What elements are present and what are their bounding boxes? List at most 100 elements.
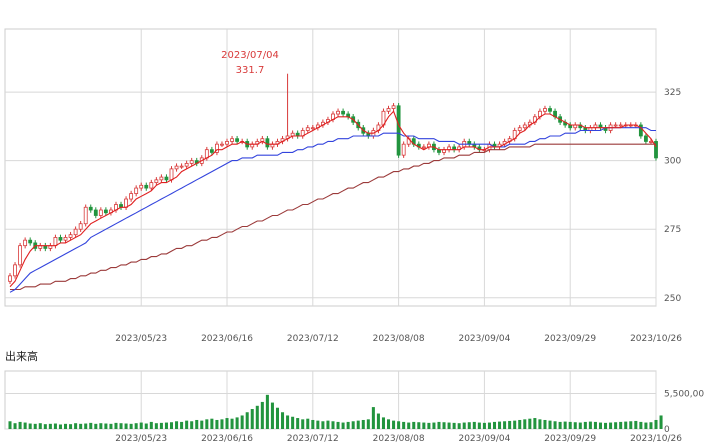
candle-body <box>189 160 194 164</box>
volume-bar <box>114 422 118 429</box>
candle-body <box>83 206 88 225</box>
volume-bar <box>43 424 47 429</box>
volume-x-tick-label: 2023/05/23 <box>115 434 167 444</box>
volume-bar <box>376 413 380 429</box>
volume-bar <box>164 422 168 429</box>
candle-body <box>517 127 522 131</box>
volume-panel-frame <box>4 370 657 430</box>
volume-bar <box>316 420 320 429</box>
price-y-tick-label: 325 <box>664 88 681 98</box>
peak-annotation-date: 2023/07/04 <box>221 50 279 61</box>
volume-bar <box>180 421 184 429</box>
volume-bar <box>104 423 108 429</box>
volume-bar <box>89 422 93 429</box>
volume-bar <box>281 412 285 429</box>
volume-bar <box>422 422 426 429</box>
volume-bar <box>124 423 128 429</box>
candle-body <box>235 138 240 142</box>
candle-body <box>124 198 128 208</box>
candle-body <box>654 141 658 159</box>
candle-body <box>613 124 618 127</box>
volume-bar <box>498 421 502 429</box>
volume-bar <box>588 421 592 429</box>
volume-bar <box>487 422 491 429</box>
volume-bar <box>119 423 123 429</box>
candle-body <box>28 239 33 244</box>
volume-bar <box>477 422 481 429</box>
candle-body <box>184 162 189 167</box>
volume-bar <box>109 423 113 429</box>
candle-body <box>548 108 552 112</box>
candle-body <box>396 105 401 156</box>
volume-bar <box>457 423 461 429</box>
volume-title: 出来高 <box>5 349 38 363</box>
candle-body <box>103 209 108 214</box>
volume-bar <box>260 401 264 429</box>
volume-bar <box>175 421 179 429</box>
volume-bar <box>568 421 572 429</box>
candle-body <box>58 237 63 241</box>
volume-bar <box>205 419 209 429</box>
volume-bar <box>538 419 542 429</box>
volume-bar <box>558 421 562 429</box>
volume-bar <box>387 419 391 429</box>
candle-body <box>179 165 184 168</box>
candle-body <box>391 105 396 109</box>
volume-bar <box>634 420 638 429</box>
volume-bar <box>190 421 194 429</box>
volume-bar <box>48 423 52 429</box>
volume-bar <box>659 415 663 429</box>
candle-body <box>618 124 623 127</box>
candle-body <box>310 127 315 130</box>
ma-short-line <box>9 110 657 288</box>
volume-bar <box>351 421 355 429</box>
volume-bar <box>74 423 78 429</box>
volume-bar <box>381 417 385 429</box>
volume-bar <box>447 422 451 429</box>
candle-body <box>53 237 58 247</box>
volume-bar <box>185 420 189 429</box>
volume-bar <box>578 422 582 429</box>
volume-bar <box>593 421 597 429</box>
volume-bar <box>134 423 138 429</box>
price-x-tick-label: 2023/07/12 <box>287 334 339 344</box>
volume-x-tick-label: 2023/09/04 <box>458 434 510 444</box>
candle-body <box>13 264 17 277</box>
volume-bar <box>245 412 249 429</box>
candle-body <box>73 228 78 236</box>
volume-bar <box>336 421 340 429</box>
candle-body <box>265 138 270 148</box>
volume-bar <box>139 422 143 429</box>
volume-bar <box>402 421 406 429</box>
volume-bar <box>129 423 133 429</box>
volume-bar <box>200 420 204 429</box>
volume-bar <box>149 421 153 429</box>
volume-bar <box>286 415 290 429</box>
volume-bar <box>275 407 279 429</box>
candle-body <box>159 176 164 181</box>
candle-body <box>209 149 214 153</box>
volume-bar <box>8 421 12 429</box>
price-x-tick-label: 2023/10/26 <box>630 334 682 344</box>
candle-body <box>23 239 28 247</box>
volume-bar <box>306 418 310 429</box>
candle-body <box>225 141 229 145</box>
volume-bar <box>624 421 628 429</box>
volume-bar <box>220 419 224 429</box>
volume-bar <box>553 421 557 429</box>
volume-x-tick-label: 2023/09/29 <box>544 434 596 444</box>
candle-body <box>401 143 406 156</box>
volume-bar <box>240 415 244 429</box>
volume-bar <box>417 422 421 429</box>
volume-bar <box>583 421 587 429</box>
volume-bar <box>255 405 259 429</box>
volume-bar <box>311 419 315 429</box>
volume-bar <box>53 423 57 429</box>
volume-bar <box>366 419 370 429</box>
volume-bar <box>437 421 441 429</box>
candle-body <box>643 135 648 142</box>
volume-y-tick-label: 0 <box>664 425 670 435</box>
volume-bar <box>392 420 396 429</box>
volume-bar <box>467 422 471 429</box>
